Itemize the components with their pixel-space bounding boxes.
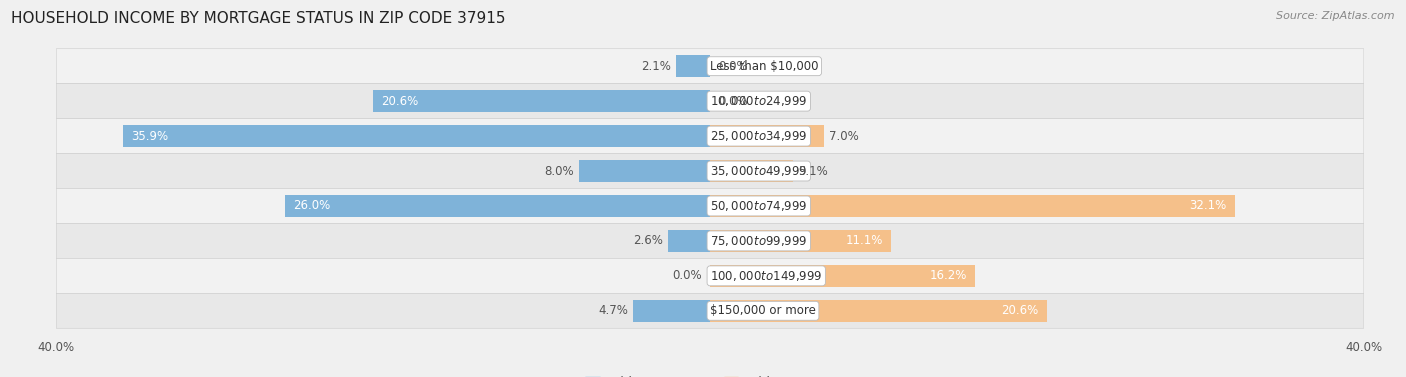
FancyBboxPatch shape xyxy=(56,258,1364,293)
Text: $50,000 to $74,999: $50,000 to $74,999 xyxy=(710,199,807,213)
Text: $75,000 to $99,999: $75,000 to $99,999 xyxy=(710,234,807,248)
Text: 0.0%: 0.0% xyxy=(718,60,748,73)
Text: 35.9%: 35.9% xyxy=(131,130,169,143)
Text: $10,000 to $24,999: $10,000 to $24,999 xyxy=(710,94,807,108)
Bar xyxy=(285,195,710,217)
Text: 2.6%: 2.6% xyxy=(633,234,662,247)
Text: 5.1%: 5.1% xyxy=(799,164,828,178)
Text: HOUSEHOLD INCOME BY MORTGAGE STATUS IN ZIP CODE 37915: HOUSEHOLD INCOME BY MORTGAGE STATUS IN Z… xyxy=(11,11,506,26)
FancyBboxPatch shape xyxy=(56,153,1364,188)
FancyBboxPatch shape xyxy=(56,119,1364,153)
Text: 0.0%: 0.0% xyxy=(718,95,748,108)
Text: 2.1%: 2.1% xyxy=(641,60,671,73)
Text: $25,000 to $34,999: $25,000 to $34,999 xyxy=(710,129,807,143)
Text: Source: ZipAtlas.com: Source: ZipAtlas.com xyxy=(1277,11,1395,21)
Text: 16.2%: 16.2% xyxy=(929,269,967,282)
Text: 4.7%: 4.7% xyxy=(599,304,628,317)
Text: 11.1%: 11.1% xyxy=(846,234,883,247)
Text: Less than $10,000: Less than $10,000 xyxy=(710,60,818,73)
Bar xyxy=(633,300,710,322)
Bar xyxy=(710,125,824,147)
Bar xyxy=(710,300,1046,322)
Bar xyxy=(710,265,974,287)
Text: 0.0%: 0.0% xyxy=(672,269,702,282)
Bar xyxy=(676,55,710,77)
Bar xyxy=(710,160,793,182)
Bar xyxy=(579,160,710,182)
FancyBboxPatch shape xyxy=(56,293,1364,328)
Text: 8.0%: 8.0% xyxy=(544,164,575,178)
FancyBboxPatch shape xyxy=(56,188,1364,224)
Bar xyxy=(124,125,710,147)
Text: $100,000 to $149,999: $100,000 to $149,999 xyxy=(710,269,823,283)
Text: 20.6%: 20.6% xyxy=(1001,304,1039,317)
Text: 20.6%: 20.6% xyxy=(381,95,419,108)
Bar xyxy=(710,195,1234,217)
Text: 32.1%: 32.1% xyxy=(1189,199,1226,213)
Legend: Without Mortgage, With Mortgage: Without Mortgage, With Mortgage xyxy=(585,376,835,377)
Text: $35,000 to $49,999: $35,000 to $49,999 xyxy=(710,164,807,178)
FancyBboxPatch shape xyxy=(56,224,1364,258)
Bar xyxy=(374,90,710,112)
Text: $150,000 or more: $150,000 or more xyxy=(710,304,815,317)
Bar xyxy=(668,230,710,252)
Text: 7.0%: 7.0% xyxy=(830,130,859,143)
FancyBboxPatch shape xyxy=(56,49,1364,84)
FancyBboxPatch shape xyxy=(56,84,1364,119)
Text: 26.0%: 26.0% xyxy=(294,199,330,213)
Bar xyxy=(710,230,891,252)
